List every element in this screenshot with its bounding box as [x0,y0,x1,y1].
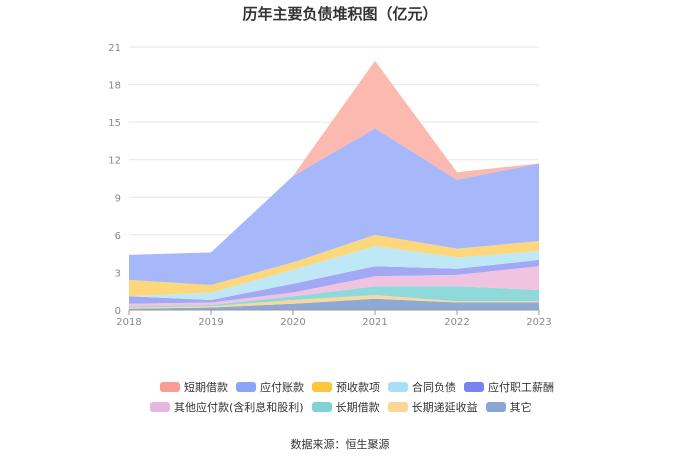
area-预收款项 [129,234,539,297]
legend-item[interactable]: 其它 [485,399,532,415]
data-source-note: 数据来源：恒生聚源 [290,438,390,451]
x-tick-label: 2021 [362,317,387,328]
legend-swatch [485,402,506,412]
legend-label: 短期借款 [184,381,228,394]
y-tick-label: 18 [108,81,121,92]
legend-swatch [150,402,170,412]
area-合同负债 [129,246,539,300]
area-长期递延收益 [129,295,539,309]
legend-label: 其他应付款(含利息和股利) [174,401,304,414]
area-series [129,60,539,310]
y-tick-label: 9 [115,193,121,204]
legend-item[interactable]: 长期借款 [311,399,380,415]
axes: 0 3 6 9 12 15 18 21 2018 2019 2020 2021 2022 2023 [108,43,551,328]
legend-swatch [160,382,180,392]
y-tick-label: 21 [108,43,121,54]
area-应付账款 [129,128,539,285]
area-其他应付款(含利息和股利) [129,266,539,307]
x-tick-label: 2019 [198,317,223,328]
legend-item[interactable]: 应付职工薪酬 [464,379,554,395]
area-应付职工薪酬 [129,259,539,304]
legend-item[interactable]: 长期递延收益 [387,399,478,415]
legend-item[interactable]: 合同负债 [388,379,456,395]
legend-item[interactable]: 其他应付款(含利息和股利) [150,399,304,415]
legend: 短期借款 应付账款 预收款项 合同负债 应付职工薪酬 其他应付款(含利息和股利) 长期借款… [150,377,554,417]
legend-label: 长期借款 [335,401,380,414]
legend-row: 短期借款 应付账款 预收款项 合同负债 应付职工薪酬 [160,377,554,397]
chart-title: 历年主要负债堆积图（亿元） [242,5,438,23]
y-tick-label: 12 [108,156,121,167]
legend-swatch [312,382,332,392]
legend-item[interactable]: 短期借款 [160,379,228,395]
legend-swatch [236,382,256,392]
x-tick-label: 2020 [280,317,305,328]
y-tick-label: 0 [115,306,121,317]
x-tick-label: 2022 [444,317,469,328]
legend-label: 长期递延收益 [411,401,478,414]
legend-swatch [464,382,484,392]
legend-label: 预收款项 [336,381,380,394]
legend-swatch [388,382,408,392]
y-tick-label: 6 [115,231,121,242]
x-tick-label: 2018 [116,317,141,328]
legend-swatch [387,402,408,412]
legend-label: 应付账款 [260,381,304,394]
stacked-area-chart: 0 3 6 9 12 15 18 21 2018 2019 2020 2021 2022 2023 [108,43,551,328]
y-tick-label: 3 [115,268,121,279]
x-tick-label: 2023 [526,317,551,328]
legend-label: 其它 [509,401,532,414]
area-其它 [129,298,539,310]
legend-label: 应付职工薪酬 [488,381,554,394]
legend-item[interactable]: 预收款项 [312,379,380,395]
legend-row: 其他应付款(含利息和股利) 长期借款 长期递延收益 其它 [150,397,550,417]
area-长期借款 [129,286,539,308]
y-tick-label: 15 [108,118,121,129]
legend-label: 合同负债 [412,381,456,394]
legend-item[interactable]: 应付账款 [236,379,304,395]
legend-swatch [311,402,332,412]
